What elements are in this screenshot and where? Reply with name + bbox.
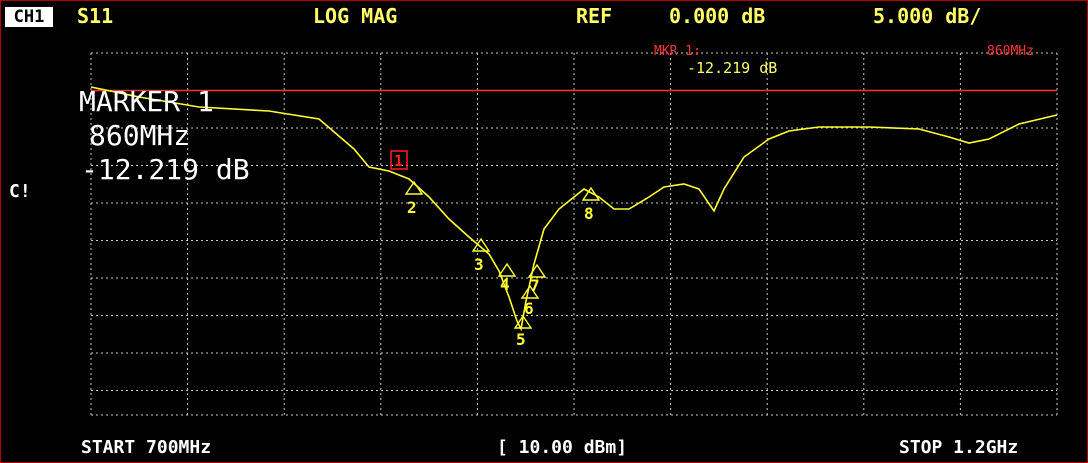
parameter-label: S11 — [77, 4, 114, 28]
format-label: LOG MAG — [313, 4, 398, 28]
ref-value: 0.000 dB — [669, 4, 766, 28]
marker-5[interactable]: 5 — [513, 314, 533, 349]
marker-8[interactable]: 8 — [581, 186, 601, 223]
marker-5-label: 5 — [516, 330, 526, 349]
ref-label: REF — [576, 4, 613, 28]
marker-4[interactable]: 4 — [497, 262, 517, 294]
marker-8-label: 8 — [584, 204, 594, 223]
marker-2[interactable]: 2 — [404, 180, 424, 217]
graticule — [90, 52, 1058, 416]
trace-plot-svg: MKR 1: -12.219 dB 860MHz MARKER 1 860MHz… — [69, 39, 1077, 435]
mkr-readout-label: MKR 1: — [654, 44, 701, 59]
marker-6[interactable]: 6 — [520, 284, 540, 318]
correction-indicator: C! — [9, 181, 31, 202]
marker-1[interactable]: 1 — [390, 150, 408, 170]
marker-6-label: 6 — [524, 299, 534, 318]
marker-3[interactable]: 3 — [471, 237, 491, 274]
marker-7-label: 7 — [530, 276, 540, 295]
trace-plot-area[interactable]: MKR 1: -12.219 dB 860MHz MARKER 1 860MHz… — [69, 39, 1077, 435]
start-frequency[interactable]: START 700MHz — [81, 437, 212, 458]
marker-3-label: 3 — [474, 255, 484, 274]
mkr-readout-freq: 860MHz — [987, 44, 1034, 59]
marker-7[interactable]: 7 — [527, 263, 547, 295]
marker-box-title: MARKER 1 — [79, 85, 214, 118]
marker-2-label: 2 — [407, 198, 417, 217]
s11-trace — [90, 86, 1058, 332]
source-power[interactable]: [ 10.00 dBm] — [497, 437, 628, 458]
marker-4-label: 4 — [500, 275, 510, 294]
marker-box-value: -12.219 dB — [81, 153, 250, 186]
stop-frequency[interactable]: STOP 1.2GHz — [899, 437, 1019, 458]
marker-box-freq: 860MHz — [89, 119, 190, 152]
mkr-readout-value: -12.219 dB — [687, 59, 777, 77]
scale-value: 5.000 dB/ — [873, 4, 982, 28]
channel-badge[interactable]: CH1 — [5, 7, 53, 27]
marker-1-label: 1 — [394, 152, 403, 170]
